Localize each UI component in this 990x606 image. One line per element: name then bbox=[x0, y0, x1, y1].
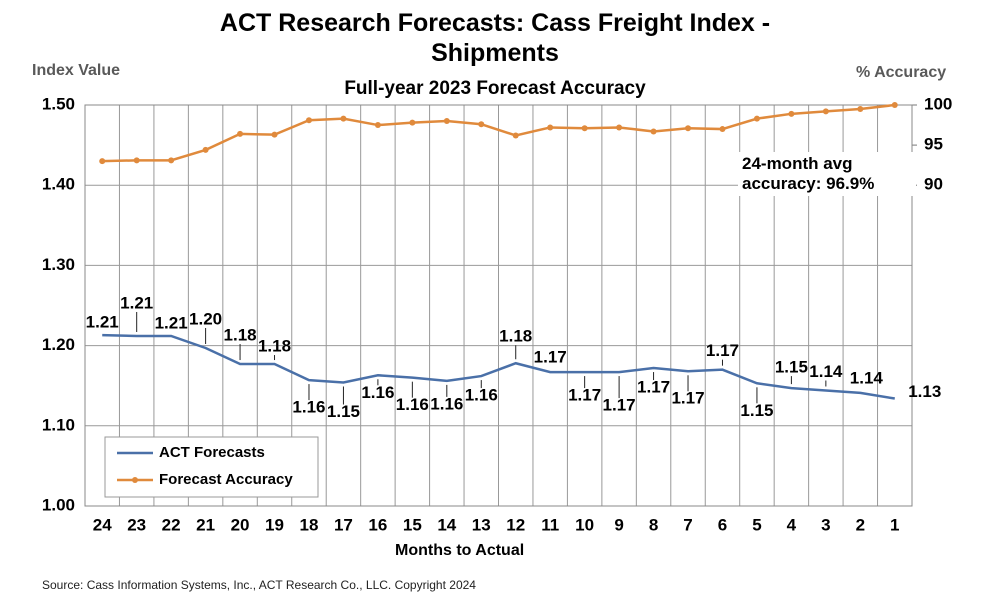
marker bbox=[133, 157, 140, 164]
data-label: 1.18 bbox=[258, 337, 291, 356]
plot-frame bbox=[84, 104, 913, 507]
y2-tick-label: 95 bbox=[924, 135, 943, 154]
x-tick-label: 11 bbox=[541, 515, 559, 534]
marker bbox=[719, 126, 726, 133]
y-tick-label: 1.10 bbox=[42, 415, 75, 434]
marker bbox=[753, 115, 760, 122]
data-label: 1.20 bbox=[189, 309, 222, 328]
x-tick-label: 9 bbox=[614, 515, 623, 534]
y-tick-label: 1.50 bbox=[42, 94, 75, 113]
y-axis-label: Index Value bbox=[32, 62, 121, 79]
chart-subtitle: Full-year 2023 Forecast Accuracy bbox=[344, 78, 646, 99]
marker bbox=[822, 108, 829, 115]
data-label: 1.17 bbox=[671, 389, 704, 408]
series-line bbox=[102, 103, 895, 163]
y-tick-label: 1.40 bbox=[42, 175, 75, 194]
data-label: 1.14 bbox=[850, 368, 884, 387]
data-label: 1.21 bbox=[120, 293, 153, 312]
data-label: 1.16 bbox=[396, 395, 429, 414]
x-tick-label: 22 bbox=[162, 515, 181, 534]
data-label: 1.17 bbox=[603, 396, 636, 415]
x-tick-label: 5 bbox=[752, 515, 761, 534]
y-tick-label: 1.00 bbox=[42, 495, 75, 514]
x-tick-label: 3 bbox=[821, 515, 830, 534]
marker bbox=[168, 157, 175, 164]
x-tick-label: 19 bbox=[265, 515, 284, 534]
marker bbox=[271, 131, 278, 138]
x-tick-label: 18 bbox=[300, 515, 319, 534]
data-label: 1.15 bbox=[740, 401, 773, 420]
x-tick-label: 8 bbox=[649, 515, 658, 534]
data-label: 1.16 bbox=[430, 394, 463, 413]
data-label: 1.21 bbox=[86, 313, 119, 332]
x-tick-label: 7 bbox=[683, 515, 692, 534]
legend-label: ACT Forecasts bbox=[159, 444, 265, 461]
data-label: 1.16 bbox=[292, 398, 325, 417]
x-tick-label: 20 bbox=[231, 515, 250, 534]
marker bbox=[443, 118, 450, 125]
series-line bbox=[102, 333, 895, 400]
x-axis-label: Months to Actual bbox=[395, 542, 525, 559]
x-tick-label: 21 bbox=[196, 515, 215, 534]
data-label: 1.17 bbox=[534, 348, 567, 367]
y2-axis-label: % Accuracy bbox=[856, 64, 947, 81]
marker bbox=[478, 121, 485, 128]
marker bbox=[891, 102, 898, 108]
marker bbox=[237, 130, 244, 137]
marker bbox=[547, 124, 554, 131]
data-label: 1.17 bbox=[568, 386, 601, 405]
annotation: 24-month avg accuracy: 96.9% bbox=[738, 152, 916, 196]
marker bbox=[616, 124, 623, 131]
x-tick-label: 6 bbox=[718, 515, 727, 534]
data-label: 1.14 bbox=[809, 362, 843, 381]
marker bbox=[374, 122, 381, 129]
y2-tick-label: 90 bbox=[924, 175, 943, 194]
x-tick-label: 15 bbox=[403, 515, 422, 534]
x-tick-label: 4 bbox=[787, 515, 797, 534]
legend-marker bbox=[132, 477, 138, 483]
data-label: 1.13 bbox=[908, 382, 941, 401]
y-tick-label: 1.30 bbox=[42, 255, 75, 274]
data-label: 1.18 bbox=[499, 327, 532, 346]
data-label: 1.21 bbox=[155, 313, 188, 332]
x-tick-label: 14 bbox=[437, 515, 456, 534]
x-tick-label: 24 bbox=[93, 515, 112, 534]
x-tick-label: 23 bbox=[127, 515, 146, 534]
data-label: 1.16 bbox=[465, 386, 498, 405]
x-tick-label: 1 bbox=[890, 515, 899, 534]
y2-tick-label: 100 bbox=[924, 94, 952, 113]
data-label: 1.17 bbox=[637, 378, 670, 397]
legend-box bbox=[104, 436, 319, 498]
marker bbox=[409, 119, 416, 126]
marker bbox=[650, 128, 657, 135]
data-label: 1.15 bbox=[327, 402, 360, 421]
y-tick-label: 1.20 bbox=[42, 335, 75, 354]
marker bbox=[685, 125, 692, 132]
marker bbox=[340, 115, 347, 122]
marker bbox=[857, 106, 864, 113]
data-label: 1.18 bbox=[224, 326, 257, 345]
x-tick-label: 12 bbox=[506, 515, 525, 534]
x-tick-label: 2 bbox=[856, 515, 865, 534]
x-tick-label: 17 bbox=[334, 515, 353, 534]
data-label: 1.17 bbox=[706, 341, 739, 360]
x-tick-label: 13 bbox=[472, 515, 491, 534]
marker bbox=[788, 110, 795, 117]
source: Source: Cass Information Systems, Inc., … bbox=[42, 578, 476, 592]
legend-label: Forecast Accuracy bbox=[159, 471, 293, 488]
x-tick-label: 10 bbox=[575, 515, 594, 534]
marker bbox=[512, 132, 519, 139]
chart-title: ACT Research Forecasts: Cass Freight Ind… bbox=[219, 9, 771, 67]
x-tick-label: 16 bbox=[368, 515, 387, 534]
data-label: 1.16 bbox=[361, 383, 394, 402]
marker bbox=[581, 125, 588, 132]
marker bbox=[305, 117, 312, 124]
marker bbox=[202, 146, 209, 153]
data-label: 1.15 bbox=[775, 358, 808, 377]
marker bbox=[99, 158, 106, 165]
